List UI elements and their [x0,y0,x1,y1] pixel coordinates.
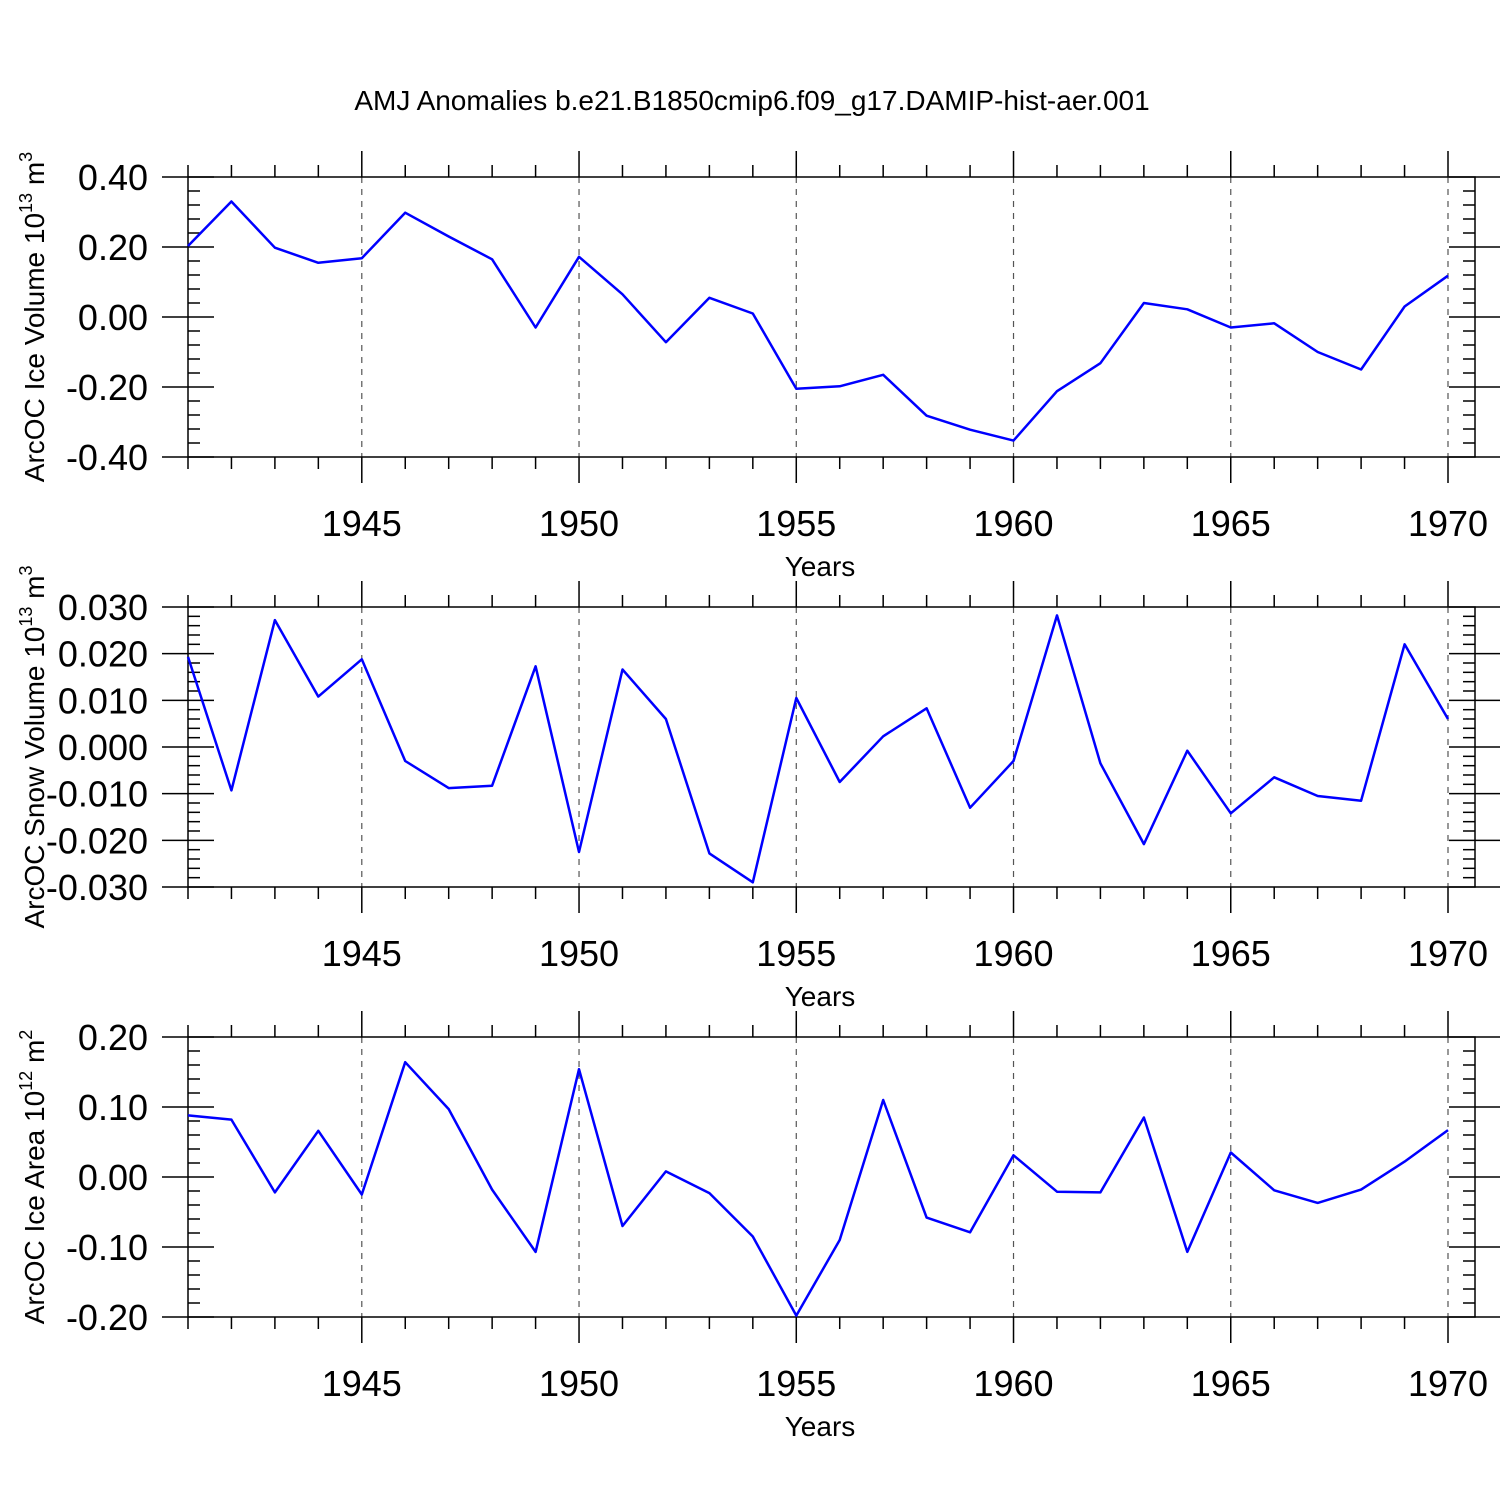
panel1-xtick-label-1960: 1960 [973,933,1053,974]
panel0-xtick-label-1955: 1955 [756,503,836,544]
panel0-series-line [187,200,1449,442]
panel0-ytick-label: 0.40 [78,157,148,198]
panel1-xtick-label-1950: 1950 [539,933,619,974]
panel2-xtick-label-1960: 1960 [973,1363,1053,1404]
panel2-xtick-label-1970: 1970 [1408,1363,1488,1404]
panel2-xtick-label-1965: 1965 [1191,1363,1271,1404]
panel1-ytick-label: 0.030 [58,587,148,628]
panel0-xtick-label-1945: 1945 [322,503,402,544]
panel0-xtick-label-1950: 1950 [539,503,619,544]
panel0-ytick-label: 0.20 [78,227,148,268]
panel1-ytick-label: 0.010 [58,680,148,721]
panel1-frame [187,606,1476,888]
panel0-xlabel: Years [785,551,856,582]
panel1-xtick-label-1955: 1955 [756,933,836,974]
panel2-ytick-label: 0.00 [78,1157,148,1198]
panel2-ytick-label: -0.10 [66,1227,148,1268]
panel1-ytick-label: 0.000 [58,727,148,768]
panel2-series-line [187,1060,1449,1317]
panel-snow-volume: -0.030 -0.020 -0.010 0.000 0.010 0.020 0.030 19… [16,565,1500,1012]
panel1-xtick-label-1945: 1945 [322,933,402,974]
panel1-ytick-label: -0.010 [46,774,148,815]
panel1-xtick-label-1970: 1970 [1408,933,1488,974]
panel2-xtick-label-1945: 1945 [322,1363,402,1404]
panel1-ytick-label: -0.020 [46,820,148,861]
panel2-ytick-label: -0.20 [66,1297,148,1338]
panel2-ytick-label: 0.20 [78,1017,148,1058]
panel2-ytick-label: 0.10 [78,1087,148,1128]
panel1-xlabel: Years [785,981,856,1012]
panel2-frame [187,1036,1476,1318]
panel0-xtick-label-1970: 1970 [1408,503,1488,544]
panel0-xtick-label-1965: 1965 [1191,503,1271,544]
panel1-xtick-label-1965: 1965 [1191,933,1271,974]
panel0-xtick-label-1960: 1960 [973,503,1053,544]
panel2-ylabel: ArcOC Ice Area 1012 m2 [16,1030,50,1325]
panel-ice-area: -0.20 -0.10 0.00 0.10 0.20 1945 1950 1955 1960 19… [16,1011,1500,1442]
panel1-ytick-label: 0.020 [58,634,148,675]
panel2-xtick-label-1950: 1950 [539,1363,619,1404]
panel1-ytick-label: -0.030 [46,867,148,908]
panel0-ytick-label: -0.40 [66,437,148,478]
panel1-ylabel: ArcOC Snow Volume 1013 m3 [16,565,50,928]
panel0-ytick-label: -0.20 [66,367,148,408]
panel-ice-volume: -0.40 -0.20 0.00 0.20 0.40 1945 1950 1955 1960 19… [16,151,1500,582]
panel2-xtick-label-1955: 1955 [756,1363,836,1404]
panel1-series-line [186,614,1450,884]
panel0-ytick-label: 0.00 [78,297,148,338]
panel2-xlabel: Years [785,1411,856,1442]
panel0-frame [187,176,1476,458]
panel0-ylabel: ArcOC Ice Volume 1013 m3 [16,152,50,482]
figure-title: AMJ Anomalies b.e21.B1850cmip6.f09_g17.D… [354,85,1149,116]
